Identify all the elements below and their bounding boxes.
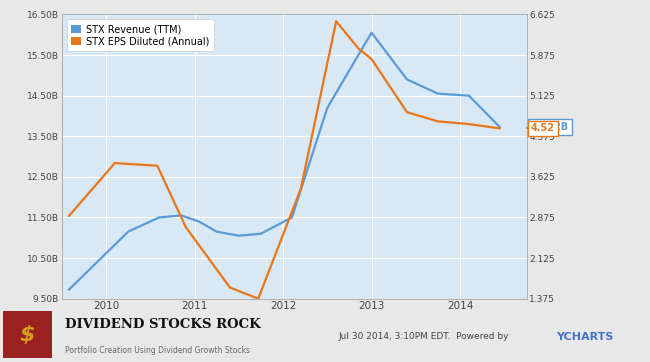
Legend: STX Revenue (TTM), STX EPS Diluted (Annual): STX Revenue (TTM), STX EPS Diluted (Annu… (66, 19, 214, 51)
FancyBboxPatch shape (1, 309, 55, 361)
Text: Portfolio Creation Using Dividend Growth Stocks: Portfolio Creation Using Dividend Growth… (65, 346, 250, 355)
Text: $: $ (20, 325, 35, 345)
Text: Jul 30 2014, 3:10PM EDT.  Powered by: Jul 30 2014, 3:10PM EDT. Powered by (338, 332, 508, 341)
Text: 4.52: 4.52 (527, 123, 554, 134)
Text: DIVIDEND STOCKS ROCK: DIVIDEND STOCKS ROCK (65, 317, 261, 331)
Text: YCHARTS: YCHARTS (556, 332, 613, 342)
Text: 13.72B: 13.72B (527, 122, 569, 132)
